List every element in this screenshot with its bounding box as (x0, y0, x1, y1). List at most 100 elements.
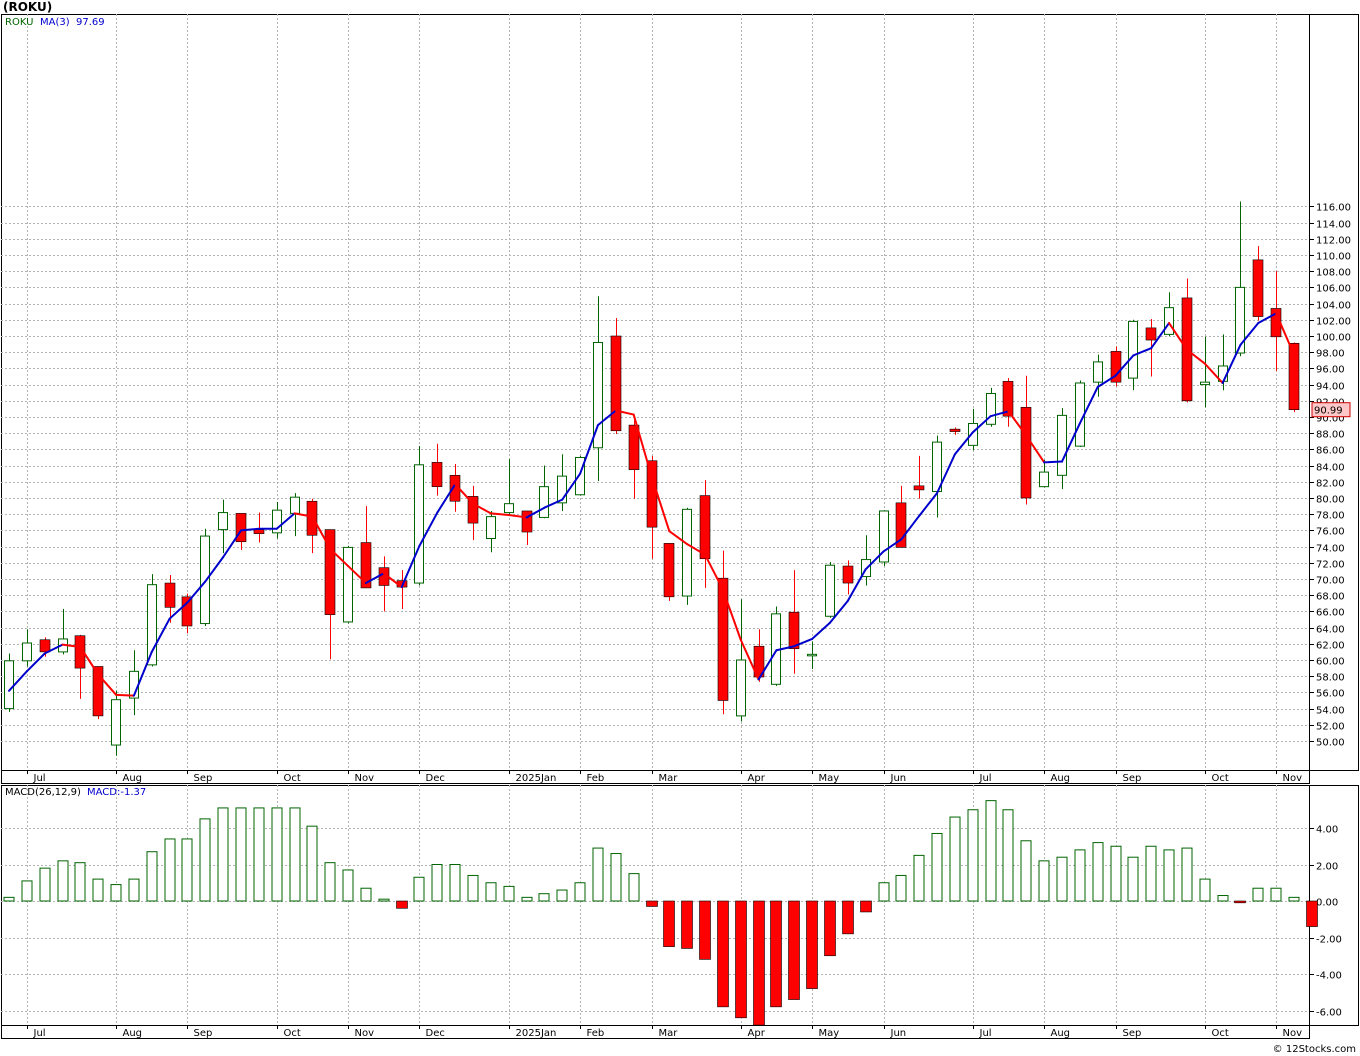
macd-bar (860, 900, 872, 913)
candle-body (92, 666, 104, 717)
candle-body (39, 639, 51, 653)
price-frame (1, 14, 1359, 771)
ma-line-segment (632, 413, 653, 478)
price-xtick-label: Jul (979, 773, 992, 784)
macd-bar (646, 900, 658, 907)
macd-xtick-label: Jun (890, 1028, 907, 1039)
macd-bar (610, 853, 622, 902)
price-xtick-label: Jun (890, 773, 907, 784)
macd-tick-label: -4.00 (1316, 971, 1342, 982)
macd-xtick-label: Sep (194, 1028, 213, 1039)
macd-bar (342, 869, 354, 902)
last-price-box (1311, 402, 1351, 418)
price-tick-label: 108.00 (1316, 268, 1351, 279)
macd-bar (360, 887, 372, 902)
candle-body (575, 457, 585, 496)
macd-bar (628, 873, 640, 902)
macd-xtick-label: Aug (1051, 1028, 1071, 1039)
macd-bar (1020, 840, 1032, 902)
candle-body (968, 422, 978, 446)
ma-line-segment (900, 514, 921, 541)
price-xtick-label: Aug (123, 773, 143, 784)
macd-bar (467, 874, 479, 902)
price-tick-label: 78.00 (1316, 511, 1345, 522)
candle-body (1093, 361, 1103, 383)
macd-xtick-label: Sep (1123, 1028, 1142, 1039)
macd-xtick-label: Oct (284, 1028, 301, 1039)
macd-bar (21, 880, 33, 902)
macd-bar (913, 854, 925, 902)
macd-bar (556, 889, 568, 902)
candle-body (807, 653, 817, 657)
ma-line-segment (686, 543, 707, 556)
legend-symbol: ROKU (5, 17, 33, 28)
candle-body (879, 510, 889, 563)
macd-bar (181, 838, 193, 902)
candle-body (290, 496, 300, 514)
ma-line-segment (115, 693, 135, 697)
macd-bar (574, 882, 586, 902)
ma-line-segment (525, 506, 546, 519)
price-xaxis (1, 770, 1310, 784)
candle-body (324, 529, 336, 615)
ma-line-segment (811, 621, 831, 640)
candle-body (22, 642, 32, 662)
price-tick-label: 68.00 (1316, 592, 1345, 603)
price-tick-label: 62.00 (1316, 641, 1345, 652)
candle-body (1110, 351, 1122, 383)
ma-line-segment (757, 649, 778, 681)
macd-bar (753, 900, 765, 1026)
candle-body (272, 509, 282, 534)
ma-line-segment (1007, 410, 1028, 437)
ma-line-segment (382, 572, 403, 589)
macd-xtick-label: Dec (426, 1028, 445, 1039)
candle-body (200, 535, 210, 625)
macd-xaxis (1, 1025, 1310, 1039)
ma-line-segment (507, 514, 528, 519)
candle-body (736, 659, 746, 717)
ma-line-segment (347, 565, 367, 585)
ma-line-segment (1275, 312, 1295, 356)
ma-line-segment (472, 502, 492, 515)
ma-line-segment (614, 409, 635, 416)
legend-macd-label: MACD(26,12,9) (5, 787, 81, 798)
ma-line-segment (489, 512, 510, 517)
ma-line-segment (846, 568, 867, 602)
ma-line-segment (222, 529, 243, 559)
macd-bar (967, 809, 979, 902)
macd-bar (306, 825, 318, 902)
macd-tick-label: 2.00 (1316, 862, 1338, 873)
price-xtick-label: May (819, 773, 840, 784)
ma-line-segment (1132, 347, 1153, 357)
macd-bar (1127, 856, 1139, 902)
ma-line-segment (1203, 362, 1224, 384)
ma-line-segment (989, 410, 1010, 418)
ma-line-segment (864, 550, 885, 571)
candle-body (467, 496, 479, 524)
macd-bar (931, 832, 943, 902)
macd-bar (985, 800, 997, 902)
ma-line-segment (650, 475, 671, 533)
ma-line-segment (1043, 460, 1063, 464)
candle-body (360, 542, 372, 589)
macd-tick-label: 4.00 (1316, 825, 1338, 836)
price-tick-label: 60.00 (1316, 657, 1345, 668)
ma-line-segment (168, 601, 189, 620)
macd-bar (1056, 856, 1068, 902)
macd-bar (3, 896, 15, 902)
price-tick-label: 106.00 (1316, 284, 1351, 295)
price-tick-label: 76.00 (1316, 527, 1345, 538)
macd-bar (1234, 900, 1246, 904)
candle-body (539, 486, 549, 518)
macd-xtick-label: Aug (123, 1028, 143, 1039)
price-tick-label: 100.00 (1316, 333, 1351, 344)
candle-body (164, 582, 176, 608)
price-xtick-label: Jul (33, 773, 46, 784)
macd-bar (895, 874, 907, 902)
ma-line-segment (561, 472, 582, 501)
ma-line-segment (1114, 354, 1135, 377)
macd-bar (289, 807, 301, 902)
watermark: © 12Stocks.com (1272, 1044, 1356, 1055)
macd-bar (485, 882, 497, 902)
price-tick-label: 56.00 (1316, 689, 1345, 700)
